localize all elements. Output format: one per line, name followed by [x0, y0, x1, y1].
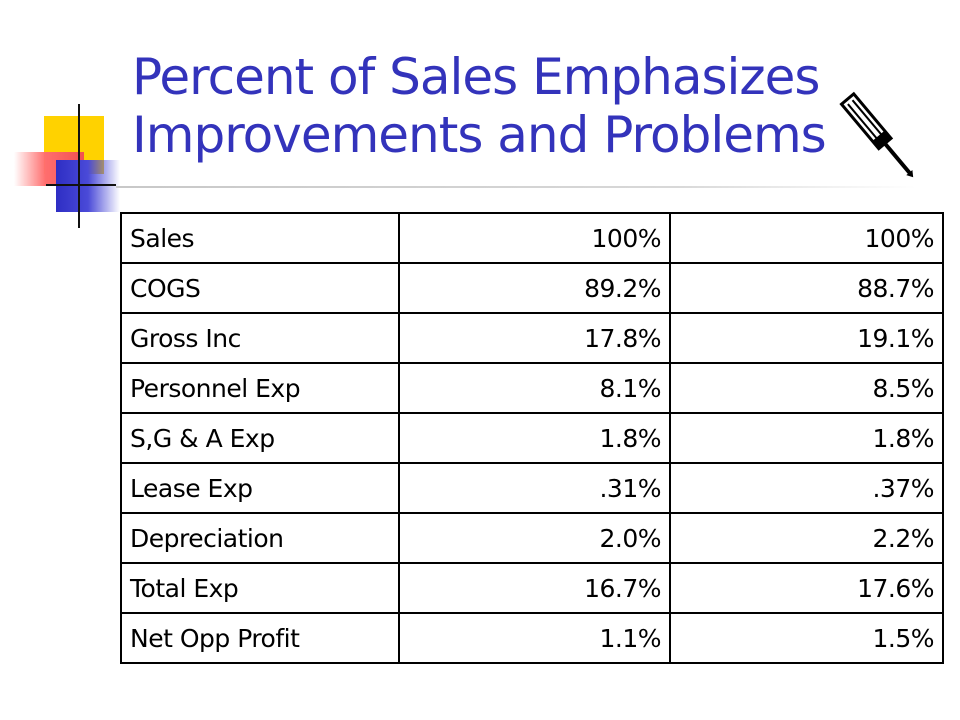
value-column-2: .37%: [669, 462, 944, 514]
value-column-2: 100%: [669, 212, 944, 264]
value-column-2: 19.1%: [669, 312, 944, 364]
value-column-1: .31%: [398, 462, 671, 514]
value-column-1: 16.7%: [398, 562, 671, 614]
decor-short-line: [46, 184, 116, 186]
value-column-2: 2.2%: [669, 512, 944, 564]
row-label: Total Exp: [120, 562, 400, 614]
value-column-1: 2.0%: [398, 512, 671, 564]
title-underline: [116, 186, 916, 188]
table-row: Depreciation 2.0% 2.2%: [120, 512, 944, 564]
value-column-1: 17.8%: [398, 312, 671, 364]
decor-blue-square: [56, 160, 120, 212]
table-row: S,G & A Exp 1.8% 1.8%: [120, 412, 944, 464]
table-row: COGS 89.2% 88.7%: [120, 262, 944, 314]
title-line-2: Improvements and Problems: [132, 106, 827, 164]
table-row: Net Opp Profit 1.1% 1.5%: [120, 612, 944, 664]
value-column-1: 1.1%: [398, 612, 671, 664]
row-label: Personnel Exp: [120, 362, 400, 414]
row-label: Depreciation: [120, 512, 400, 564]
row-label: Sales: [120, 212, 400, 264]
value-column-2: 17.6%: [669, 562, 944, 614]
table-row: Lease Exp .31% .37%: [120, 462, 944, 514]
table-row: Sales 100% 100%: [120, 212, 944, 264]
value-column-2: 8.5%: [669, 362, 944, 414]
value-column-1: 1.8%: [398, 412, 671, 464]
value-column-1: 8.1%: [398, 362, 671, 414]
row-label: COGS: [120, 262, 400, 314]
title-line-1: Percent of Sales Emphasizes: [132, 48, 820, 106]
pencil-icon: [839, 91, 914, 178]
table-row: Total Exp 16.7% 17.6%: [120, 562, 944, 614]
row-label: Net Opp Profit: [120, 612, 400, 664]
value-column-2: 88.7%: [669, 262, 944, 314]
row-label: Lease Exp: [120, 462, 400, 514]
row-label: Gross Inc: [120, 312, 400, 364]
table-row: Gross Inc 17.8% 19.1%: [120, 312, 944, 364]
percent-of-sales-table: Sales 100% 100% COGS 89.2% 88.7% Gross Inc 17.8…: [120, 212, 944, 664]
value-column-2: 1.5%: [669, 612, 944, 664]
table-row: Personnel Exp 8.1% 8.5%: [120, 362, 944, 414]
row-label: S,G & A Exp: [120, 412, 400, 464]
value-column-2: 1.8%: [669, 412, 944, 464]
value-column-1: 100%: [398, 212, 671, 264]
decor-vertical-line: [78, 104, 80, 228]
slide-title: Percent of Sales Emphasizes Improvements…: [132, 48, 932, 164]
value-column-1: 89.2%: [398, 262, 671, 314]
